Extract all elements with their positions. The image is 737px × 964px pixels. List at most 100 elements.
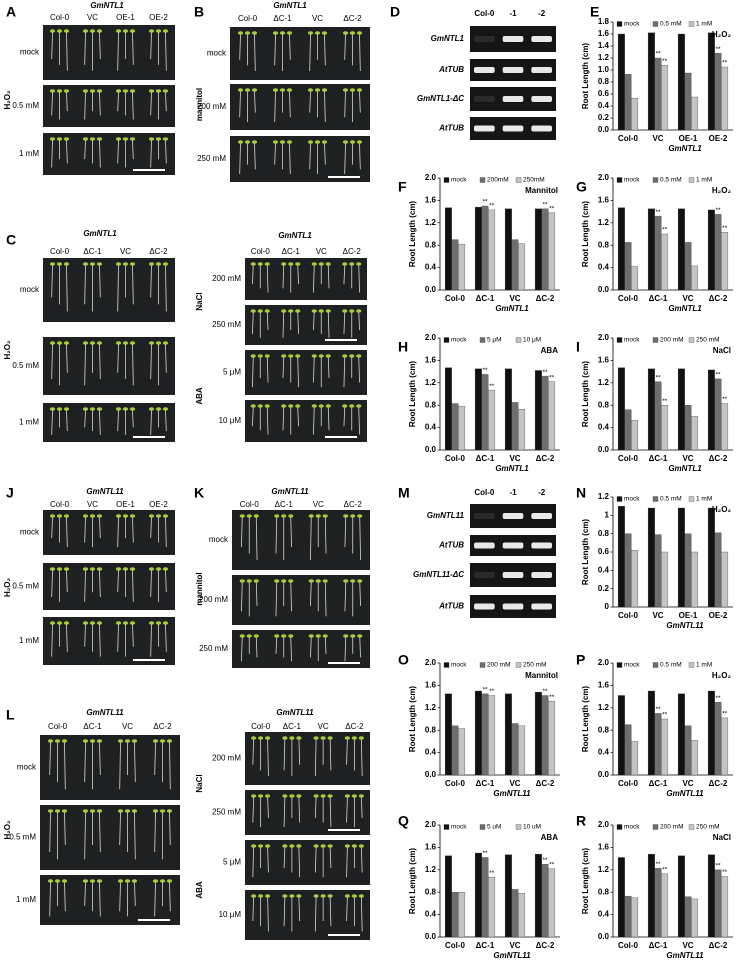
root [289, 90, 291, 118]
cotyledon [264, 404, 270, 408]
gel-band [502, 125, 524, 132]
root [241, 516, 243, 548]
bar [661, 233, 669, 291]
x-tick-label: Col-0 [445, 454, 466, 463]
cotyledon [82, 809, 89, 813]
row-label: 250 mM [197, 154, 226, 163]
bar [617, 695, 625, 776]
seedlings [49, 137, 169, 168]
root [266, 311, 269, 331]
cotyledon [351, 794, 357, 798]
seedling-photo [40, 735, 180, 800]
legend-label: mock [451, 177, 467, 184]
cotyledon [357, 579, 363, 583]
column-label: OE-1 [116, 13, 135, 22]
cotyledon [342, 262, 348, 266]
lane-label: -2 [538, 9, 546, 18]
column-label: Col-0 [50, 13, 70, 22]
gel-band [502, 513, 524, 519]
row-label: 0.5 mM [12, 582, 39, 591]
row-label: mock [20, 48, 40, 57]
y-tick-label: 0.6 [598, 89, 610, 98]
legend-swatch [616, 496, 623, 502]
seedlings [237, 31, 363, 71]
cotyledon [155, 514, 162, 518]
bar [548, 381, 556, 451]
seedlings [49, 262, 169, 312]
panel-letter: G [576, 179, 587, 195]
root [154, 741, 156, 776]
bar [444, 855, 452, 938]
cotyledon [342, 309, 348, 313]
root [117, 569, 119, 593]
root [297, 311, 299, 334]
x-tick-label: OE-1 [679, 611, 698, 620]
cotyledon [251, 88, 258, 92]
legend-label: 1 mM [696, 21, 712, 28]
chart-title: H₂O₂ [712, 505, 732, 514]
significance-mark: ** [482, 199, 488, 206]
root [99, 343, 101, 380]
seedlings [47, 879, 173, 917]
root [66, 264, 68, 312]
root [282, 311, 285, 338]
seedling-photo [245, 258, 367, 300]
bar [631, 420, 639, 451]
x-tick-label: Col-0 [618, 294, 639, 303]
column-label: ΔC-1 [273, 14, 292, 23]
significance-mark: ** [549, 694, 555, 701]
root [150, 91, 152, 116]
significance-mark: ** [655, 51, 661, 58]
y-tick-label: 1.6 [425, 356, 437, 365]
root [49, 741, 51, 776]
cotyledon [357, 514, 363, 518]
y-tick-label: 0.4 [425, 748, 437, 757]
cotyledon [152, 879, 159, 883]
seedling-photo [245, 840, 370, 885]
cotyledon [307, 140, 314, 144]
seedling-photo [43, 510, 175, 555]
root [51, 409, 53, 435]
row-label: 0.5 mM [12, 101, 39, 110]
gel-band [531, 125, 552, 132]
root [344, 636, 347, 662]
root [343, 311, 346, 334]
root [275, 581, 278, 617]
column-label: OE-2 [149, 500, 168, 509]
cotyledon [129, 29, 136, 33]
cotyledon [56, 407, 63, 411]
root [327, 406, 330, 431]
cotyledon [308, 634, 314, 638]
cotyledon [89, 407, 96, 411]
bar [677, 33, 685, 131]
y-axis-label: Root Length (cm) [581, 43, 590, 110]
cotyledon [162, 567, 169, 571]
column-label: Col-0 [240, 500, 260, 509]
legend-swatch [479, 662, 486, 668]
seedling-photo [245, 732, 370, 785]
root [252, 356, 254, 388]
root [51, 91, 53, 116]
cotyledon [155, 341, 162, 345]
cotyledon [258, 794, 264, 798]
seedlings [250, 404, 362, 435]
cotyledon [351, 894, 357, 898]
cotyledon [152, 809, 159, 813]
bar [617, 207, 625, 291]
root [309, 33, 311, 71]
cotyledon [122, 137, 129, 141]
column-label: ΔC-1 [83, 722, 102, 731]
cotyledon [282, 894, 288, 898]
gene-label: GmNTL11 [427, 511, 465, 520]
cotyledon [356, 404, 362, 408]
cotyledon [155, 262, 162, 266]
cotyledon [56, 567, 63, 571]
bar [654, 867, 662, 938]
root [169, 811, 171, 846]
legend-swatch [652, 496, 659, 502]
significance-mark: ** [655, 861, 661, 868]
significance-mark: ** [489, 688, 495, 695]
root [274, 90, 276, 122]
bar [721, 403, 729, 451]
cotyledon [356, 140, 363, 144]
